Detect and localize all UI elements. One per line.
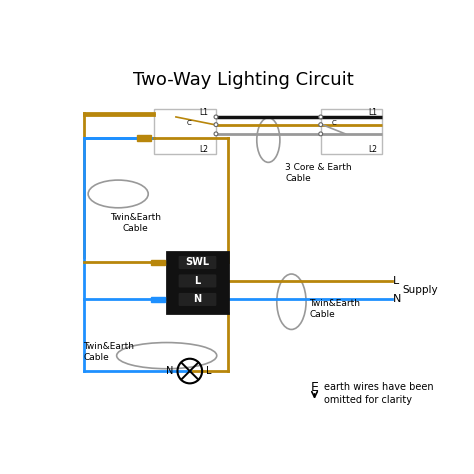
Text: L1: L1 — [199, 109, 208, 118]
Text: N: N — [193, 294, 201, 304]
FancyBboxPatch shape — [179, 256, 216, 269]
Text: L2: L2 — [199, 146, 208, 155]
Text: N: N — [166, 366, 173, 376]
Text: L: L — [206, 366, 211, 376]
Text: N: N — [393, 294, 401, 304]
Text: E: E — [310, 382, 319, 394]
Text: Twin&Earth
Cable: Twin&Earth Cable — [309, 300, 360, 319]
Circle shape — [214, 115, 218, 119]
Text: C: C — [331, 120, 336, 127]
Text: Supply: Supply — [402, 285, 438, 295]
Text: earth wires have been
omitted for clarity: earth wires have been omitted for clarit… — [324, 382, 433, 405]
Bar — [151, 297, 165, 302]
Circle shape — [319, 132, 323, 136]
Text: Twin&Earth
Cable: Twin&Earth Cable — [109, 213, 161, 233]
Text: SWL: SWL — [185, 257, 210, 267]
Text: Two-Way Lighting Circuit: Two-Way Lighting Circuit — [133, 71, 353, 89]
Text: C: C — [187, 120, 191, 127]
Bar — [167, 252, 228, 313]
Bar — [155, 109, 216, 154]
Bar — [321, 109, 383, 154]
Circle shape — [319, 123, 323, 127]
Circle shape — [214, 123, 218, 127]
Bar — [151, 260, 165, 265]
Text: L: L — [393, 276, 399, 286]
Text: Twin&Earth
Cable: Twin&Earth Cable — [83, 342, 135, 362]
Text: 3 Core & Earth
Cable: 3 Core & Earth Cable — [285, 163, 352, 183]
Circle shape — [214, 132, 218, 136]
Text: L1: L1 — [368, 109, 377, 118]
Bar — [137, 135, 151, 141]
Circle shape — [319, 115, 323, 119]
Text: L: L — [194, 276, 201, 286]
FancyBboxPatch shape — [179, 274, 216, 288]
FancyBboxPatch shape — [179, 293, 216, 306]
Text: L2: L2 — [368, 146, 377, 155]
